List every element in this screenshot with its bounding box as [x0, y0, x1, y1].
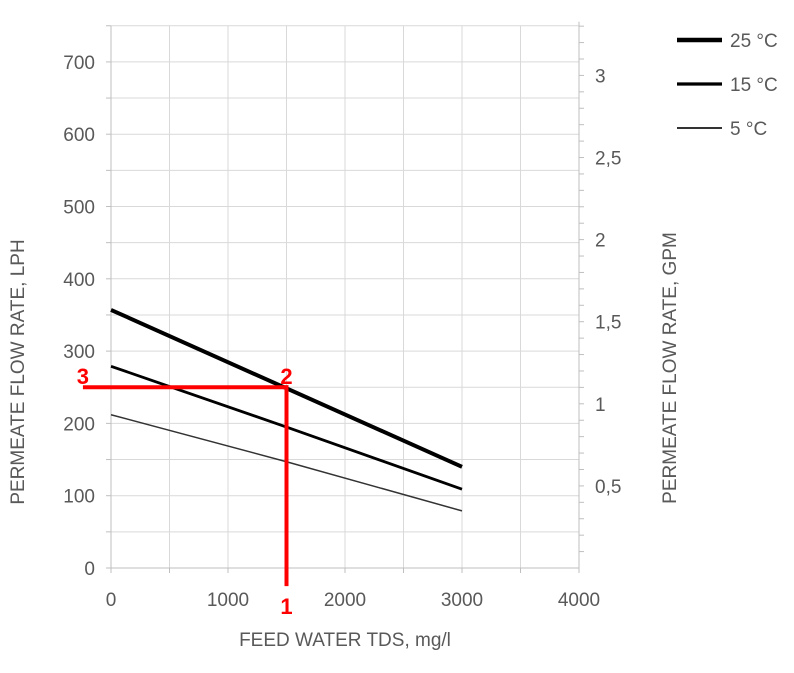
y-tick-label: 0 [84, 559, 95, 580]
y-tick-label: 700 [63, 53, 95, 74]
y-tick-label: 300 [63, 342, 95, 363]
y2-tick-label: 3 [595, 66, 606, 87]
x-tick-label: 4000 [558, 590, 600, 611]
y2-tick-label: 2 [595, 231, 606, 252]
y-tick-label: 400 [63, 270, 95, 291]
x-tick-label: 1000 [207, 590, 249, 611]
y-tick-label: 600 [63, 125, 95, 146]
legend-label: 25 °C [730, 31, 778, 52]
y-tick-label: 200 [63, 414, 95, 435]
annotations: 1 2 3 [77, 364, 293, 619]
y-tick-label: 100 [63, 487, 95, 508]
annotation-label: 2 [280, 364, 292, 389]
y2-tick-label: 1 [595, 395, 606, 416]
x-tick-label: 2000 [324, 590, 366, 611]
x-tick-label: 0 [106, 590, 117, 611]
annotation-label: 1 [280, 594, 292, 619]
annotation-label: 3 [77, 364, 89, 389]
y2-tick-label: 2,5 [595, 149, 621, 170]
y-tick-label: 500 [63, 198, 95, 219]
y2-tick-label: 0,5 [595, 477, 621, 498]
legend: 25 °C 15 °C 5 °C [677, 31, 778, 140]
y2-axis-label: PERMEATE FLOW RATE, GPM [660, 232, 681, 504]
grid [110, 25, 580, 568]
y2-tick-label: 1,5 [595, 313, 621, 334]
x-axis-label: FEED WATER TDS, mg/l [239, 630, 451, 651]
axes: 0 1000 2000 3000 4000 0 100 200 300 400 500 600 700 0… [63, 21, 621, 611]
legend-label: 15 °C [730, 75, 778, 96]
x-tick-label: 3000 [441, 590, 483, 611]
y-axis-label: PERMEATE FLOW RATE, LPH [8, 239, 29, 504]
legend-label: 5 °C [730, 119, 767, 140]
